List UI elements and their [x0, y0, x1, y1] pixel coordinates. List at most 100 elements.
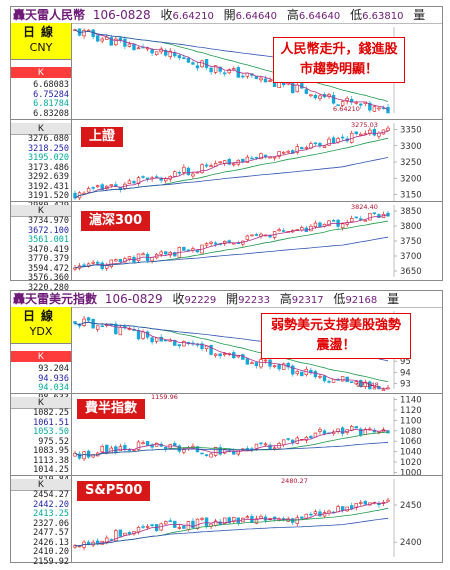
candle-body — [145, 441, 150, 446]
price-chart: 3150 3200 3250 3300 3350 3275.03 — [73, 121, 422, 201]
candle-body — [177, 445, 182, 452]
cny-charts: 6.64210 3150 3200 3250 3300 3350 3275.03 3650 37… — [73, 27, 422, 277]
y-tick-label: 3750 — [400, 237, 422, 247]
candle-body — [218, 353, 222, 357]
candle-body — [145, 525, 150, 528]
candle-body — [245, 156, 250, 163]
candle-body — [177, 55, 182, 59]
candle-body — [254, 443, 259, 450]
csi300-price-label: 3672.100 — [28, 225, 69, 236]
candle-body — [86, 188, 91, 193]
candle-body — [322, 430, 327, 435]
csi300-price-label: 3561.001 — [28, 235, 69, 245]
usd-symbol-box[interactable]: 日線 YDX — [11, 307, 71, 344]
candle-body — [82, 451, 86, 460]
candle-body — [105, 444, 109, 453]
candle-body — [118, 446, 123, 452]
candle-body — [309, 435, 313, 439]
candle-body — [123, 532, 127, 536]
candle-body — [154, 337, 159, 342]
cny-high-value: 6.64640 — [298, 11, 341, 22]
candle-body — [359, 380, 363, 387]
candle-body — [173, 520, 177, 528]
candle-body — [95, 185, 100, 188]
candle-body — [127, 532, 132, 535]
candle-body — [300, 147, 304, 150]
price-chart: 2400 2450 2480.27 — [73, 477, 422, 557]
candle-body — [222, 517, 227, 524]
candle-body — [200, 518, 204, 520]
sox-price-label: 1053.50 — [33, 427, 69, 437]
candle-body — [209, 165, 213, 167]
candle-body — [218, 161, 222, 164]
csi300-price-label: 3770.379 — [28, 254, 69, 264]
csi300-price-label: 3470.419 — [28, 244, 69, 255]
candle-body — [209, 241, 213, 244]
candle-body — [354, 131, 358, 135]
sox-price-label: 1083.95 — [33, 446, 69, 456]
price-annotation: 3824.40 — [351, 203, 378, 211]
candle-body — [127, 43, 132, 47]
candle-body — [359, 218, 363, 220]
cny-close-label: 收 — [160, 8, 173, 22]
candle-body — [254, 75, 259, 80]
candle-body — [340, 506, 345, 511]
candle-body — [114, 323, 118, 335]
candle-body — [173, 171, 177, 177]
candle-body — [354, 381, 358, 385]
candle-body — [336, 138, 340, 143]
cny-date-code: 106-0828 — [92, 8, 151, 22]
y-tick-label: 1000 — [400, 468, 422, 478]
price-annotation: 2480.27 — [281, 477, 308, 485]
candle-body — [363, 219, 368, 222]
candle-body — [141, 442, 145, 445]
y-tick-label: 3200 — [400, 174, 422, 184]
cny-sidebar: 日線 CNY K 6.68083 6.75284 6.81784 6.83208… — [11, 23, 72, 292]
candle-body — [331, 94, 336, 104]
candle-body — [281, 439, 286, 446]
price-annotation: 6.64210 — [333, 105, 360, 113]
candle-body — [195, 65, 200, 69]
shanghai-price-label: 3276.080 — [28, 134, 69, 144]
shanghai-tag: 上證 — [81, 127, 124, 147]
candle-body — [263, 443, 268, 446]
candle-body — [105, 537, 109, 543]
candle-body — [291, 439, 295, 444]
y-tick-label: 3700 — [400, 252, 422, 262]
sox-price-label: 975.52 — [38, 436, 69, 447]
candle-body — [95, 325, 100, 330]
candle-body — [209, 345, 213, 355]
usd-low-label: 低 — [333, 292, 346, 306]
candle-body — [318, 429, 322, 432]
shanghai-price-label: 3192.431 — [28, 181, 69, 192]
candle-body — [300, 371, 304, 377]
cny-symbol-box[interactable]: 日線 CNY — [11, 23, 71, 60]
candle-body — [182, 525, 186, 529]
candle-body — [232, 451, 236, 455]
usd-date-code: 106-0829 — [104, 292, 163, 306]
candle-body — [313, 371, 318, 378]
candle-body — [141, 253, 145, 256]
candle-body — [241, 354, 245, 360]
moving-average-line — [74, 441, 389, 457]
divider — [11, 475, 442, 476]
spx-price-labels: 2454.27 2442.20 2413.25 2327.06 2477.57 … — [13, 490, 69, 567]
candle-body — [177, 527, 182, 529]
price-annotation: 92.148 — [356, 381, 379, 389]
candle-body — [359, 502, 363, 504]
y-tick-label: 94 — [400, 368, 411, 378]
candle-body — [100, 184, 104, 191]
spx-price-label: 2327.06 — [33, 518, 69, 529]
candle-body — [127, 180, 132, 184]
y-tick-label: 1100 — [400, 416, 422, 426]
y-tick-label: 95 — [400, 357, 411, 367]
candle-body — [327, 381, 331, 383]
usd-sidebar: 日線 YDX K 93.204 94.936 94.034 98.633 K 1… — [11, 307, 72, 566]
cny-low-value: 6.63810 — [362, 11, 404, 22]
moving-average-line — [74, 29, 389, 111]
cny-close-value: 6.64210 — [172, 11, 214, 22]
candle-body — [250, 157, 254, 160]
candle-body — [345, 98, 349, 102]
candle-body — [191, 248, 195, 251]
